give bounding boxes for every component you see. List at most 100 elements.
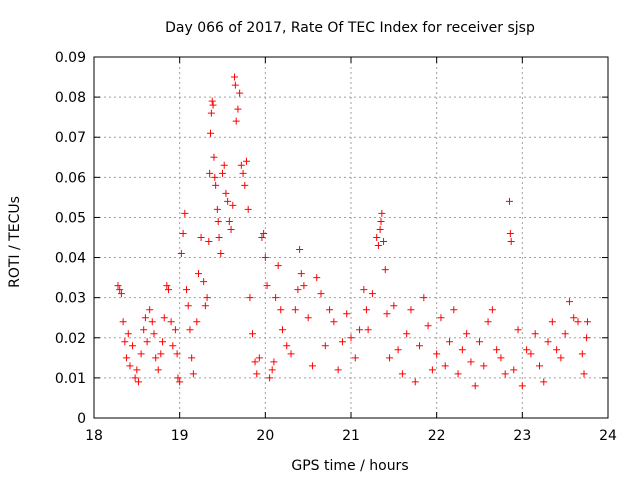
data-point-plus [376,225,384,233]
data-point-plus [398,370,406,378]
data-point-plus [219,169,226,177]
data-point-plus [272,294,280,302]
data-point-plus [131,374,139,382]
data-point-plus [236,89,244,97]
data-point-plus [377,217,385,225]
data-point-plus [181,209,189,217]
data-point-plus [578,350,586,358]
data-point-plus [450,306,458,314]
data-point-plus [411,378,419,386]
data-point-plus [239,169,247,177]
y-tick-label: 0.07 [55,130,86,146]
data-point-plus [121,338,129,346]
data-point-plus [362,306,370,314]
y-tick-label: 0.02 [55,331,86,347]
data-point-plus [501,370,509,378]
data-point-plus [544,338,552,346]
data-point-plus [206,169,214,177]
data-point-plus [505,197,513,205]
data-point-plus [497,354,505,362]
x-tick-label: 21 [342,428,360,444]
data-point-plus [195,270,203,278]
data-point-plus [531,330,539,338]
y-tick-label: 0.01 [55,371,86,387]
data-point-plus [183,286,191,294]
data-point-plus [253,370,261,378]
data-point-plus [114,282,122,290]
data-point-plus [140,326,148,334]
data-point-plus [330,318,338,326]
data-point-plus [215,234,223,241]
data-point-plus [467,358,475,366]
data-point-plus [207,129,215,137]
data-point-plus [210,153,218,161]
data-point-plus [214,217,222,225]
data-point-plus [580,370,588,378]
data-point-plus [116,286,124,294]
data-point-plus [212,181,220,189]
data-point-plus [291,306,299,314]
x-tick-label: 19 [171,428,189,444]
data-point-plus [217,250,225,258]
data-point-plus [420,294,428,302]
data-point-plus [506,229,514,237]
data-point-plus [574,318,582,326]
data-point-plus [201,302,209,310]
data-point-plus [380,238,388,246]
data-point-plus [146,306,154,314]
data-point-plus [296,246,304,254]
data-point-plus [177,250,185,258]
data-point-plus [200,278,208,286]
data-point-plus [184,302,192,310]
y-tick-label: 0.09 [55,50,86,66]
y-tick-label: 0.03 [55,291,86,307]
data-point-plus [326,306,334,314]
data-point-plus [428,366,436,374]
data-point-plus [255,354,263,362]
data-point-plus [383,310,391,318]
data-point-plus [167,318,175,326]
data-point-plus [258,234,266,241]
data-point-plus [224,197,232,205]
x-axis-label: GPS time / hours [291,458,408,474]
data-point-plus [583,334,591,342]
data-point-plus [287,350,295,358]
data-point-plus [229,201,237,209]
data-point-plus [230,73,238,81]
data-point-plus [458,346,466,354]
data-point-plus [446,338,454,346]
data-point-plus [507,238,515,246]
data-point-plus [424,322,432,330]
data-point-plus [278,326,286,334]
data-point-plus [416,342,424,350]
data-point-plus [527,350,535,358]
data-point-plus [266,374,274,382]
data-point-plus [407,306,415,314]
data-point-plus [454,370,462,378]
data-point-plus [207,109,215,117]
data-point-plus [211,173,219,181]
data-point-plus [351,354,359,362]
data-point-plus [220,161,228,169]
data-point-plus [152,354,160,362]
data-point-plus [163,282,171,290]
data-point-plus [135,378,143,386]
data-point-plus [374,242,382,250]
data-point-plus [174,374,182,382]
data-point-plus [274,262,282,270]
data-point-plus [248,330,256,338]
data-point-plus [548,318,556,326]
data-point-plus [368,290,376,298]
data-point-plus [209,101,217,109]
x-tick-label: 18 [85,428,103,444]
data-point-plus [154,366,162,374]
data-point-plus [553,346,561,354]
data-point-plus [231,81,239,89]
data-point-plus [244,205,252,213]
data-point-plus [283,342,291,350]
data-point-plus [381,266,389,274]
data-point-plus [334,366,342,374]
data-point-plus [343,310,351,318]
data-point-plus [488,306,496,314]
data-point-plus [378,209,386,217]
